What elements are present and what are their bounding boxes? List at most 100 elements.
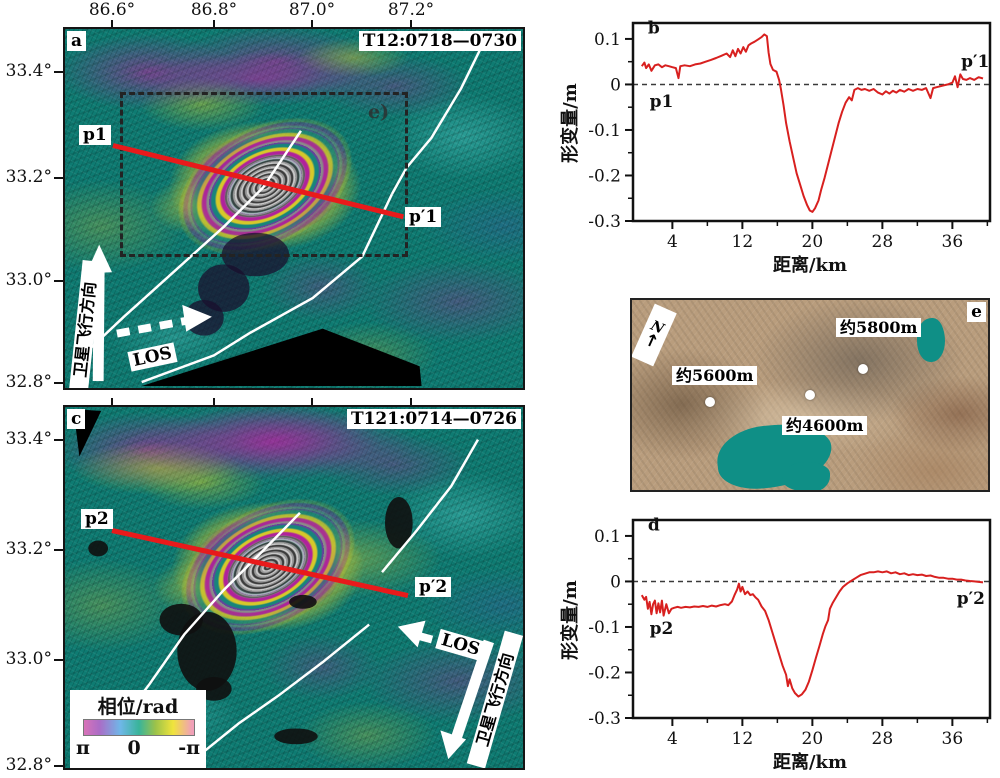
latitude-tick-label: 32.8°: [5, 372, 52, 392]
y-tick-label: -0.1: [588, 618, 621, 638]
elevation-marker-dot: [705, 397, 715, 407]
map-a-overlay: [71, 41, 485, 387]
chart-b-svg: 4 12 20 28 36 0.1 0 -0.1 -0.2 -0.3 b p1 p′1: [588, 18, 992, 252]
chart-annotation: d: [648, 515, 660, 535]
plot-box: [631, 518, 992, 720]
elevation-marker-dot: [805, 390, 815, 400]
panel-e-satellite-image: N ↑ 约5600m 约5800m 约4600m e: [630, 298, 990, 492]
fault-line: [191, 623, 370, 763]
elevation-label: 约5800m: [836, 318, 922, 338]
los-arrow-head: [182, 304, 212, 332]
y-tick-label: -0.2: [588, 166, 621, 186]
x-tick-label: 28: [872, 729, 894, 749]
y-tick-label: -0.3: [588, 212, 621, 232]
latitude-tick-label: 33.2°: [5, 167, 52, 187]
phase-legend: 相位/rad π 0 -π: [70, 690, 206, 768]
deformation-profile-curve: [640, 33, 984, 213]
profile-end-label: p′2: [415, 577, 452, 598]
elevation-marker-dot: [858, 364, 868, 374]
y-tick-label: -0.1: [588, 121, 621, 141]
longitude-tick: [410, 20, 412, 27]
latitude-tick-label: 33.2°: [5, 539, 52, 559]
profile-start-label: p1: [79, 125, 111, 146]
chart-annotation: b: [648, 18, 660, 38]
legend-tick-zero: 0: [127, 737, 141, 759]
panel-letter: e: [967, 302, 986, 323]
map-c-overlay: [73, 408, 494, 763]
longitude-tick: [410, 398, 412, 405]
latitude-tick-label: 33.0°: [5, 270, 52, 290]
elevation-label: 约4600m: [782, 416, 868, 436]
legend-title: 相位/rad: [97, 696, 179, 718]
x-tick-label: 12: [732, 729, 754, 749]
y-axis-label: 形变量/m: [560, 83, 581, 163]
track-dates-title: T12:0718—0730: [358, 31, 521, 52]
x-axis-label: 距离/km: [772, 255, 848, 276]
latitude-tick: [54, 71, 63, 73]
phase-colorbar: [83, 719, 195, 736]
longitude-tick-label: 87.2°: [387, 0, 435, 20]
panel-letter: c: [67, 409, 86, 430]
x-tick-label: 4: [667, 729, 678, 749]
longitude-tick: [111, 20, 113, 27]
panel-c-insar-map: p2 p′2 卫星飞行方向 LOS c T121:0714—0726 相位/ra…: [63, 405, 525, 770]
y-tick-label: 0.1: [594, 30, 621, 50]
deformation-profile-curve: [640, 570, 984, 698]
fault-line: [71, 130, 302, 367]
chart-annotation: p2: [650, 619, 674, 639]
legend-tick-pi: π: [76, 737, 90, 759]
chart-d-svg: 4 12 20 28 36 0.1 0 -0.1 -0.2 -0.3 d p2 p′2: [588, 515, 992, 749]
panel-b-profile-chart: 4 12 20 28 36 0.1 0 -0.1 -0.2 -0.3 b p1 p′1 距离/km: [540, 8, 1000, 276]
lake: [917, 318, 945, 362]
profile-start-label: p2: [81, 509, 113, 530]
latitude-tick: [54, 439, 63, 441]
chart-annotation: p′1: [961, 52, 989, 72]
latitude-tick-label: 33.4°: [5, 429, 52, 449]
panel-letter: a: [67, 31, 87, 52]
latitude-tick: [54, 549, 63, 551]
inset-ref-label: e): [368, 101, 390, 123]
los-arrow: [116, 315, 193, 338]
longitude-tick-label: 86.6°: [88, 0, 136, 20]
longitude-tick: [111, 398, 113, 405]
latitude-tick: [54, 280, 63, 282]
fault-line: [390, 41, 485, 195]
fault-line: [141, 193, 394, 384]
latitude-tick: [54, 177, 63, 179]
x-axis-label: 距离/km: [772, 752, 848, 773]
longitude-tick-label: 86.8°: [190, 0, 238, 20]
y-tick-label: -0.2: [588, 663, 621, 683]
north-compass: N ↑: [632, 303, 677, 367]
longitude-tick: [311, 20, 313, 27]
flight-arrow-head: [440, 730, 467, 760]
y-axis-label: 形变量/m: [560, 580, 581, 660]
latitude-tick: [54, 659, 63, 661]
longitude-tick: [213, 20, 215, 27]
x-tick-label: 36: [942, 729, 964, 749]
flight-direction-arrow: [450, 639, 494, 744]
legend-tick-negpi: -π: [178, 737, 200, 759]
latitude-tick-label: 33.0°: [5, 649, 52, 669]
x-tick-label: 4: [667, 232, 678, 252]
longitude-tick: [213, 398, 215, 405]
no-data-wedge: [141, 328, 422, 387]
los-arrow-head: [397, 620, 426, 648]
y-tick-label: -0.3: [588, 709, 621, 729]
plot-box: [631, 21, 992, 223]
elevation-label: 约5600m: [672, 366, 758, 386]
latitude-tick: [54, 382, 63, 384]
y-tick-label: 0.1: [594, 527, 621, 547]
inset-extent-box: [120, 92, 408, 257]
track-dates-title: T121:0714—0726: [346, 409, 521, 430]
fault-line: [381, 439, 480, 573]
x-tick-label: 12: [732, 232, 754, 252]
y-tick-label: 0: [610, 75, 621, 95]
lake: [782, 462, 830, 490]
north-arrow-icon: ↑: [640, 328, 662, 353]
profile-end-label: p′1: [405, 207, 442, 228]
legend-ticks: π 0 -π: [76, 737, 200, 759]
y-tick-label: 0: [610, 572, 621, 592]
x-tick-label: 20: [802, 232, 824, 252]
x-tick-label: 36: [942, 232, 964, 252]
